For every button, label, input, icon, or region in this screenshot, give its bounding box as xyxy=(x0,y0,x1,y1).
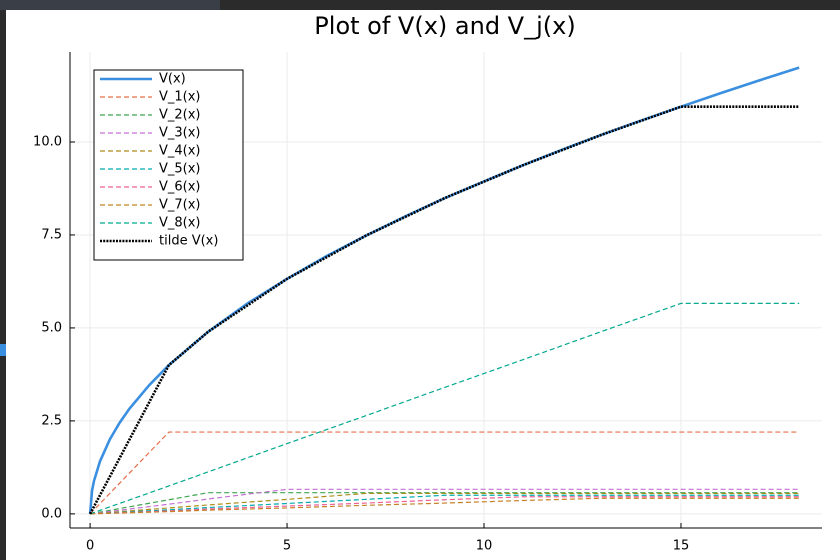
chart-title: Plot of V(x) and V_j(x) xyxy=(314,12,575,40)
legend-label: V_4(x) xyxy=(159,144,201,159)
series-line xyxy=(90,488,800,515)
series-line xyxy=(89,431,800,515)
legend-label: tilde V(x) xyxy=(159,234,218,249)
legend-label: V_1(x) xyxy=(159,90,201,105)
series-line xyxy=(89,302,800,515)
x-tick-label: 0 xyxy=(86,539,94,554)
window-top-bar xyxy=(0,0,840,10)
x-tick-label: 10 xyxy=(476,539,493,554)
y-tick-label: 5.0 xyxy=(41,320,62,335)
series-line xyxy=(88,105,800,515)
series-line xyxy=(89,492,800,515)
legend-label: V_7(x) xyxy=(159,198,201,213)
series-line xyxy=(90,497,800,515)
series-line xyxy=(90,496,800,515)
y-tick-label: 2.5 xyxy=(41,413,62,428)
series-line xyxy=(90,492,800,515)
window-left-edge xyxy=(0,10,6,560)
legend-label: V_8(x) xyxy=(159,216,201,231)
x-tick-label: 5 xyxy=(283,539,291,554)
legend-label: V_6(x) xyxy=(159,180,201,195)
window-tab xyxy=(0,0,220,10)
y-tick-label: 7.5 xyxy=(41,227,62,242)
legend-label: V_2(x) xyxy=(159,108,201,123)
legend-label: V_3(x) xyxy=(159,126,201,141)
legend-label: V(x) xyxy=(159,72,186,87)
series-line xyxy=(90,494,800,515)
y-tick-label: 10.0 xyxy=(33,134,62,149)
y-tick-label: 0.0 xyxy=(41,506,62,521)
legend-box xyxy=(93,69,244,261)
x-tick-label: 15 xyxy=(673,539,690,554)
plot-area: 0 5 10 15 0.0 2.5 5.0 7.5 10.0 V(x) V_1(x) V_2(x) V_… xyxy=(33,52,822,554)
window-marker xyxy=(0,344,6,356)
legend-label: V_5(x) xyxy=(159,162,201,177)
